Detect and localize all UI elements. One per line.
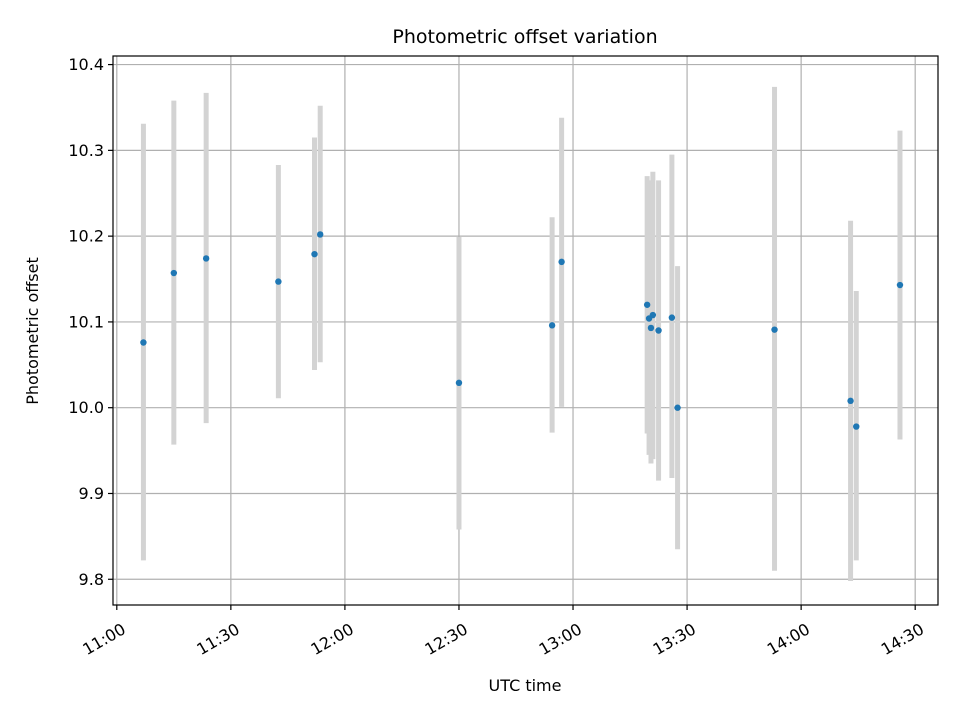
y-axis-title: Photometric offset bbox=[23, 257, 42, 405]
data-point bbox=[668, 314, 676, 321]
data-point bbox=[558, 258, 565, 266]
data-point bbox=[847, 397, 854, 405]
y-tick-label: 10.2 bbox=[68, 227, 104, 246]
data-point bbox=[202, 255, 210, 262]
data-points bbox=[140, 231, 904, 430]
data-point bbox=[140, 339, 147, 346]
y-tick-label: 10.1 bbox=[68, 312, 104, 331]
y-tick-label: 9.8 bbox=[79, 570, 104, 589]
data-point bbox=[311, 250, 318, 258]
grid bbox=[113, 56, 938, 605]
data-point bbox=[655, 327, 662, 334]
data-point bbox=[455, 379, 463, 387]
plot-area bbox=[113, 56, 938, 605]
chart-title: Photometric offset variation bbox=[392, 26, 657, 48]
y-tick-label: 10.0 bbox=[68, 398, 104, 417]
data-point bbox=[853, 423, 860, 430]
data-point bbox=[170, 269, 178, 277]
data-point bbox=[643, 301, 651, 308]
y-axis: 9.8 9.9 10.0 10.1 10.2 10.3 10.4 bbox=[68, 55, 113, 589]
data-point bbox=[548, 322, 556, 329]
data-point bbox=[649, 311, 657, 319]
data-point bbox=[674, 404, 681, 411]
plot-frame bbox=[112, 55, 939, 606]
data-point bbox=[275, 278, 282, 285]
data-point bbox=[771, 326, 778, 333]
x-axis-title: UTC time bbox=[489, 676, 562, 695]
data-point bbox=[647, 324, 655, 332]
data-point bbox=[896, 281, 904, 289]
y-tick-label: 10.3 bbox=[68, 141, 104, 160]
y-tick-label: 9.9 bbox=[79, 484, 104, 503]
y-tick-label: 10.4 bbox=[68, 55, 104, 74]
data-point bbox=[317, 231, 324, 238]
